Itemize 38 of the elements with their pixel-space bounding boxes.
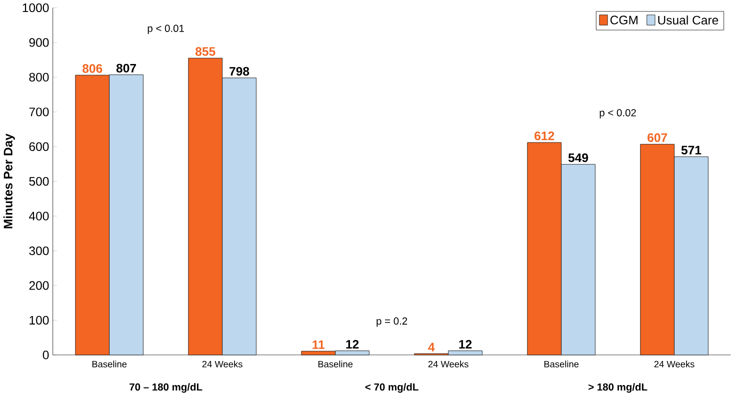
data-label: 11 — [312, 340, 325, 349]
text: 70 – 180 mg/dL — [130, 383, 202, 393]
data-label: 12 — [346, 340, 359, 348]
y-tick-label: 500 — [29, 176, 49, 186]
annotation: p = 0.2 — [376, 317, 408, 327]
y-tick-label: 1000 — [22, 3, 49, 12]
data-label: 807 — [116, 64, 136, 72]
data-label: 798 — [230, 66, 250, 76]
y-tick-label: 100 — [30, 316, 49, 325]
y-tick-label: 300 — [29, 246, 49, 256]
data-label: 855 — [196, 47, 216, 56]
text: > 180 mg/dL — [588, 383, 648, 393]
y-axis-title: Minutes Per Day — [3, 134, 15, 228]
data-label: 12 — [459, 340, 472, 348]
x-tick-label: Baseline — [318, 360, 353, 368]
y-tick-label: 400 — [29, 212, 49, 220]
x-tick-label: 24 Weeks — [654, 360, 694, 368]
y-tick-label: 700 — [29, 108, 49, 116]
data-label: 607 — [648, 133, 668, 142]
data-label: 612 — [534, 131, 554, 140]
y-tick-label: 800 — [29, 72, 49, 82]
data-label: 549 — [568, 153, 588, 162]
legend-label: CGM — [610, 16, 638, 24]
y-tick-label: 900 — [29, 38, 49, 47]
x-tick-label: Baseline — [92, 360, 127, 368]
y-tick-label: 200 — [29, 281, 49, 290]
data-label: 806 — [82, 64, 102, 73]
y-tick-label: 0 — [42, 350, 49, 360]
x-tick-label: Baseline — [544, 360, 579, 368]
text: < 70 mg/dL — [365, 383, 418, 393]
data-label: 571 — [681, 146, 702, 154]
x-tick-label: 24 Weeks — [202, 360, 242, 368]
legend-label: Usual Care — [658, 15, 718, 24]
data-label: 4 — [428, 342, 435, 352]
annotation: p < 0.02 — [600, 109, 636, 118]
x-tick-label: 24 Weeks — [428, 360, 468, 368]
annotation: p < 0.01 — [148, 24, 184, 34]
y-tick-label: 600 — [29, 142, 49, 151]
